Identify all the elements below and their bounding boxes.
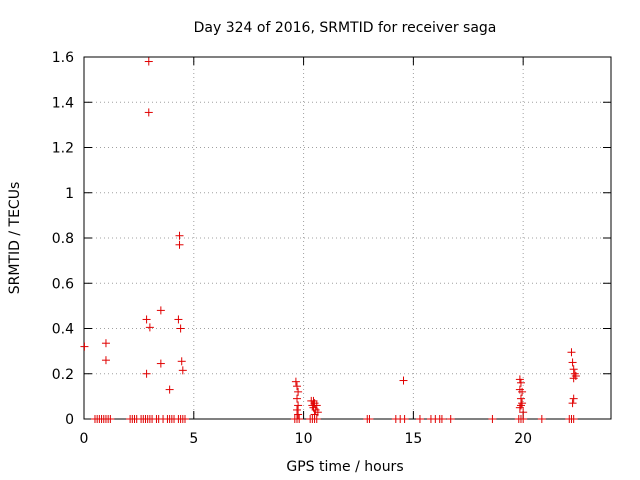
x-ticks: 0 5 10 15 20 <box>80 57 533 447</box>
data-point <box>102 356 110 364</box>
y-tick-label: 1.4 <box>52 95 74 111</box>
chart: Day 324 of 2016, SRMTID for receiver sag… <box>0 0 640 480</box>
data-point <box>516 375 524 383</box>
data-point <box>517 379 525 387</box>
data-point <box>157 360 165 368</box>
data-point <box>570 365 578 373</box>
chart-title: Day 324 of 2016, SRMTID for receiver sag… <box>194 20 497 36</box>
data-point <box>567 348 575 356</box>
data-point <box>176 232 184 240</box>
data-point <box>399 377 407 385</box>
data-point <box>447 415 455 423</box>
data-point <box>292 378 300 386</box>
data-point <box>157 306 165 314</box>
data-point <box>488 415 496 423</box>
y-tick-label: 0.6 <box>52 276 74 292</box>
data-point <box>143 370 151 378</box>
data-point <box>416 415 424 423</box>
data-point <box>174 315 182 323</box>
data-point <box>569 399 577 407</box>
data-point <box>293 406 301 414</box>
data-point <box>145 58 153 66</box>
x-tick-label: 10 <box>295 431 313 447</box>
data-point <box>177 325 185 333</box>
y-tick-label: 0.8 <box>52 231 74 247</box>
data-point <box>106 415 114 423</box>
data-point <box>102 339 110 347</box>
data-point <box>518 399 526 407</box>
x-axis-label: GPS time / hours <box>286 459 403 475</box>
data-point <box>517 401 525 409</box>
data-point <box>145 108 153 116</box>
x-tick-label: 5 <box>189 431 198 447</box>
data-point <box>518 388 526 396</box>
data-point <box>538 415 546 423</box>
data-point <box>294 401 302 409</box>
data-point <box>179 366 187 374</box>
y-tick-label: 0.4 <box>52 322 74 338</box>
data-point <box>569 358 577 366</box>
data-point <box>570 415 578 423</box>
data-point <box>143 315 151 323</box>
data-point <box>516 386 524 394</box>
data-point <box>295 415 303 423</box>
y-tick-label: 1.6 <box>52 50 74 66</box>
data-points <box>80 58 579 423</box>
data-point <box>570 395 578 403</box>
x-tick-label: 15 <box>404 431 422 447</box>
data-point <box>438 415 446 423</box>
y-tick-label: 1 <box>65 186 74 202</box>
x-tick-label: 20 <box>514 431 532 447</box>
data-point <box>572 372 580 380</box>
data-point <box>365 415 373 423</box>
data-point <box>80 343 88 351</box>
data-point <box>181 415 189 423</box>
data-point <box>401 415 409 423</box>
x-tick-label: 0 <box>80 431 89 447</box>
y-axis-label: SRMTID / TECUs <box>7 182 23 295</box>
y-tick-label: 0.2 <box>52 367 74 383</box>
data-point <box>571 370 579 378</box>
data-point <box>293 382 301 390</box>
plot-area-border <box>84 57 611 419</box>
data-point <box>146 323 154 331</box>
data-point <box>166 386 174 394</box>
data-point <box>294 388 302 396</box>
data-point <box>176 241 184 249</box>
grid <box>84 57 611 419</box>
y-tick-label: 1.2 <box>52 141 74 157</box>
y-ticks: 0 0.2 0.4 0.6 0.8 1 1.2 1.4 1.6 <box>52 50 611 428</box>
data-point <box>293 395 301 403</box>
data-point <box>570 374 578 382</box>
data-point <box>178 357 186 365</box>
y-tick-label: 0 <box>65 412 74 428</box>
data-point <box>313 415 321 423</box>
